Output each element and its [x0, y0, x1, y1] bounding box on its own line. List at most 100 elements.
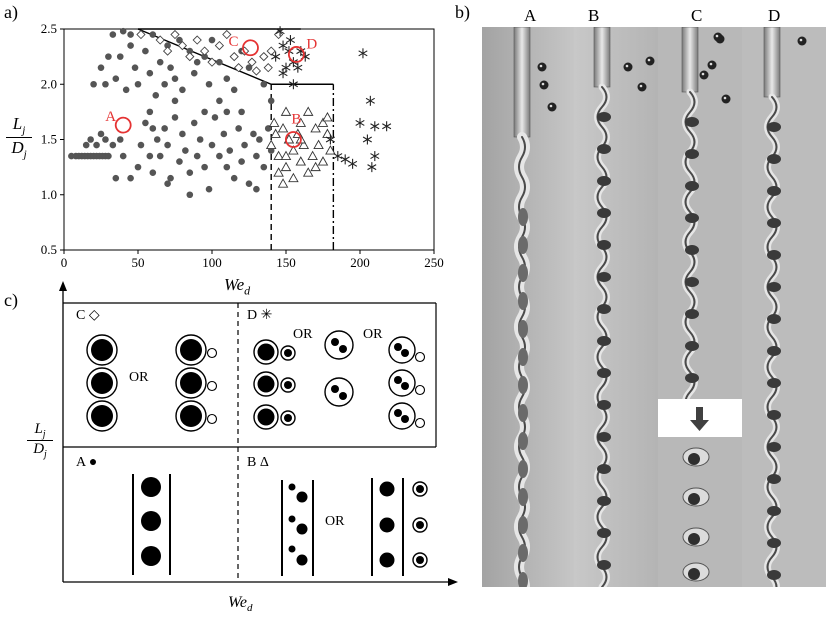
point-filled-circle — [149, 169, 157, 176]
point-asterisk — [382, 121, 392, 132]
point-filled-circle — [146, 108, 154, 116]
nozzle-tube — [513, 27, 531, 138]
point-open-diamond — [136, 29, 146, 40]
jet-segment — [518, 488, 528, 506]
point-filled-circle — [223, 108, 231, 116]
satellite-droplet — [206, 380, 218, 392]
point-filled-circle — [186, 47, 194, 55]
core-droplet — [331, 385, 339, 393]
shell-ring — [324, 330, 354, 360]
point-filled-circle — [112, 174, 120, 182]
encapsulated-droplet — [597, 464, 611, 474]
scatter-chart: 0 50 100 150 200 250 0.5 1.0 1.5 2.0 2.5 A B C D — [41, 21, 444, 270]
point-open-triangle — [302, 167, 314, 177]
point-filled-circle — [245, 180, 253, 187]
encapsulated-droplet — [767, 186, 781, 196]
point-filled-circle — [211, 114, 219, 121]
point-open-triangle — [277, 178, 289, 188]
point-filled-circle — [116, 136, 124, 143]
point-filled-circle — [161, 125, 168, 132]
point-open-diamond — [192, 35, 202, 45]
encapsulated-droplet — [767, 378, 781, 388]
jet-segment — [518, 208, 528, 226]
core-droplet — [141, 477, 161, 497]
point-open-triangle — [298, 139, 310, 149]
point-filled-circle — [112, 75, 120, 83]
jet-segment — [518, 572, 528, 587]
core-droplet — [288, 545, 296, 553]
point-filled-circle — [245, 64, 253, 71]
photo-strip — [482, 27, 826, 587]
y-tick-label: 0.5 — [41, 242, 57, 257]
falling-droplet — [623, 62, 633, 72]
point-filled-circle — [134, 163, 142, 171]
point-open-triangle — [302, 106, 314, 116]
x-tick-label: 250 — [424, 255, 444, 270]
point-filled-circle — [190, 119, 198, 127]
point-filled-circle — [105, 152, 112, 160]
panel-label-a: a) — [4, 2, 18, 22]
point-filled-circle — [253, 185, 260, 193]
core-droplet — [379, 552, 395, 568]
point-filled-circle — [116, 53, 124, 60]
encapsulated-droplet — [685, 181, 699, 191]
jet-segment — [518, 544, 528, 562]
encapsulated-droplet — [597, 432, 611, 442]
encapsulated-droplet — [685, 309, 699, 319]
core-droplet — [379, 517, 395, 533]
point-filled-circle — [93, 141, 100, 149]
core-droplet — [288, 483, 296, 491]
core-droplet — [379, 481, 395, 497]
point-filled-circle — [182, 147, 189, 154]
encapsulated-droplet — [597, 336, 611, 346]
satellite-droplet — [414, 384, 426, 396]
quadrant-c-label: C ◇ — [76, 308, 100, 323]
nozzle-tube — [681, 27, 699, 93]
jet-segment — [518, 432, 528, 450]
encapsulated-droplet — [597, 208, 611, 218]
point-filled-circle — [176, 36, 183, 44]
core-droplet — [296, 554, 308, 566]
point-open-triangle — [310, 161, 321, 172]
annotation-circle-B — [284, 131, 302, 148]
point-open-diamond — [229, 51, 239, 62]
point-open-triangle — [322, 111, 333, 122]
point-filled-circle — [235, 125, 242, 132]
photo-label-a: A — [524, 6, 537, 25]
point-filled-circle — [152, 92, 160, 99]
point-filled-circle — [127, 174, 134, 182]
encapsulated-droplet — [685, 373, 699, 383]
falling-droplet — [537, 62, 547, 72]
core-droplet — [91, 339, 113, 361]
encapsulated-droplet — [767, 250, 781, 260]
point-filled-circle — [127, 31, 134, 38]
point-open-triangle — [280, 106, 292, 116]
point-asterisk — [278, 68, 288, 79]
point-open-triangle — [317, 156, 329, 166]
shell-ring — [388, 336, 416, 364]
jet-segment — [518, 236, 528, 254]
annotation-circle-A — [114, 116, 132, 134]
x-tick-label: 100 — [202, 255, 222, 270]
jet-segment — [518, 348, 528, 366]
annotation-circle-C — [242, 39, 259, 57]
satellite-droplet — [414, 417, 426, 429]
point-filled-circle — [87, 136, 94, 143]
annotation-circle-D — [287, 46, 305, 63]
regime-y-title: Lj Dj — [27, 421, 53, 460]
point-filled-circle — [220, 130, 228, 138]
point-open-diamond — [214, 40, 225, 51]
encapsulated-droplet — [597, 112, 611, 122]
satellite-droplet — [414, 351, 426, 363]
encapsulated-droplet — [597, 528, 611, 538]
point-filled-circle — [230, 86, 238, 94]
point-filled-circle — [260, 80, 268, 88]
point-open-triangle — [295, 117, 307, 127]
encapsulated-droplet — [597, 272, 611, 282]
point-filled-circle — [164, 42, 171, 49]
point-filled-circle — [223, 163, 231, 171]
jet-segment — [518, 292, 528, 310]
point-filled-circle — [223, 75, 231, 83]
point-asterisk — [278, 40, 288, 51]
point-asterisk — [348, 158, 358, 169]
